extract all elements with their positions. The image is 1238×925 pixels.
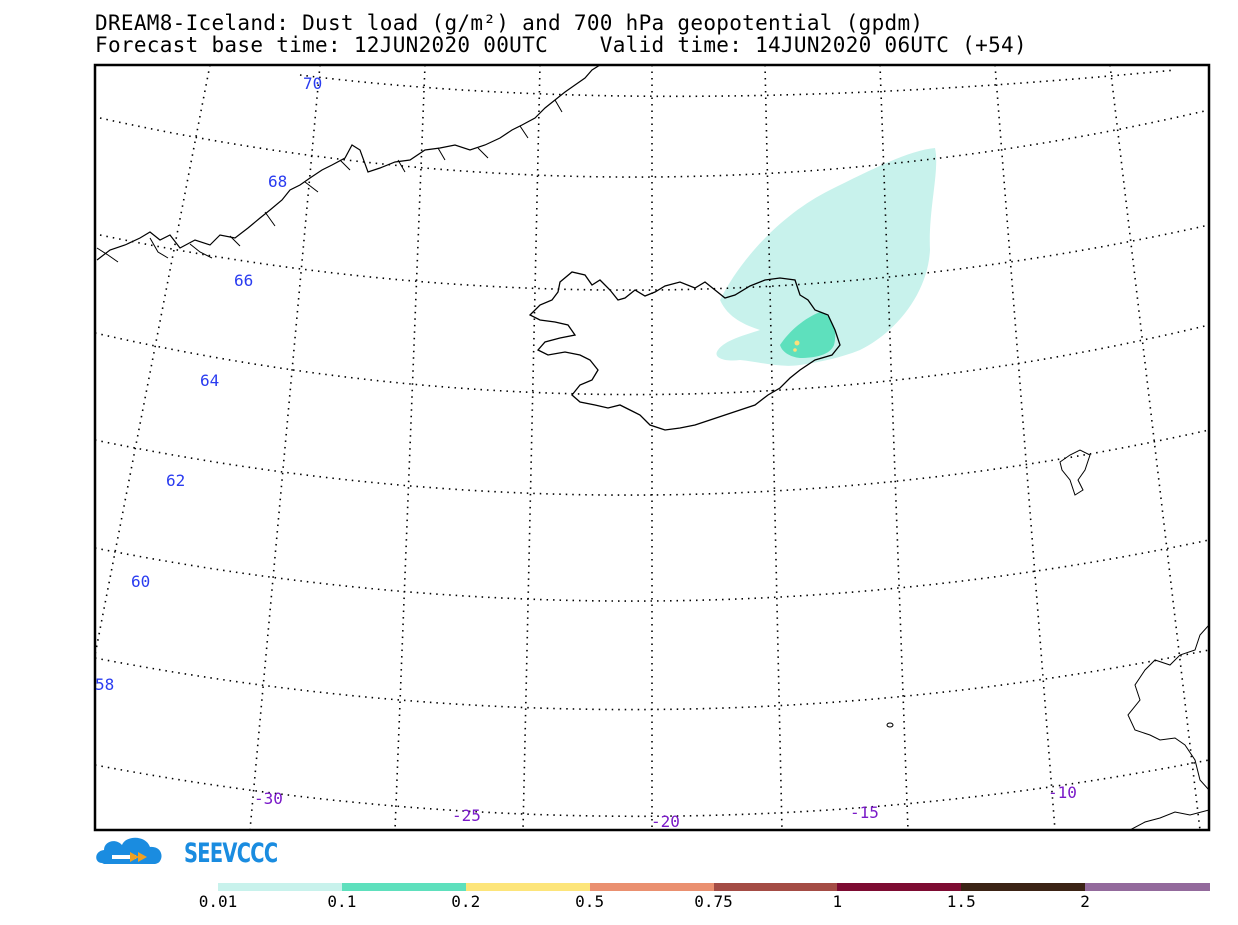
latitude-gridlines: [95, 69, 1209, 818]
small-island: [886, 722, 894, 728]
colorbar-segment: [1085, 883, 1210, 891]
colorbar-segment: [465, 883, 591, 891]
latitude-label: 62: [166, 471, 186, 490]
greenland-coastline: [96, 65, 601, 261]
map-frame: [93, 63, 1211, 832]
latitude-label: 64: [200, 371, 220, 390]
colorbar-label: 0.5: [575, 892, 605, 911]
map-title: DREAM8-Iceland: Dust load (g/m²) and 700…: [95, 11, 924, 35]
longitude-gridlines: [95, 65, 1201, 830]
colorbar-label: 0.01: [198, 892, 238, 911]
colorbar-segment: [218, 883, 343, 891]
colorbar-label: 2: [1080, 892, 1090, 911]
colorbar-segment: [341, 883, 467, 891]
colorbar-label: 1: [832, 892, 843, 911]
latitude-label: 70: [303, 74, 323, 93]
seevccc-logo-icon: [96, 837, 162, 864]
dust-plume-mid: [780, 312, 836, 358]
longitude-label: -30: [254, 789, 283, 808]
longitude-label: -25: [452, 806, 481, 825]
longitude-label: -20: [651, 812, 680, 831]
dust-plume-low: [716, 148, 937, 366]
latitude-label: 60: [131, 572, 151, 591]
longitude-label: -10: [1048, 783, 1077, 802]
scotland-coastline: [1129, 809, 1209, 830]
colorbar-segment: [837, 883, 962, 891]
colorbar-segment: [961, 883, 1086, 891]
dust-hotspot: [794, 340, 800, 346]
latitude-label: 68: [268, 172, 288, 191]
longitude-label: -15: [850, 803, 879, 822]
map-subtitle: Forecast base time: 12JUN2020 00UTC Vali…: [95, 33, 1027, 57]
faroe-islands: [1059, 449, 1091, 496]
colorbar-label: 0.2: [451, 892, 481, 911]
iceland-coastline: [528, 271, 841, 431]
colorbar-label: 0.75: [694, 892, 733, 911]
colorbar-label: 1.5: [946, 892, 976, 911]
colorbar-segment: [713, 883, 838, 891]
dust-hotspot: [793, 348, 797, 352]
logo-text: SEEVCCC: [184, 838, 278, 869]
colorbar-segment: [589, 883, 714, 891]
colorbar-label: 0.1: [327, 892, 357, 911]
greenland-coastline: [96, 99, 563, 263]
latitude-label: 66: [234, 271, 254, 290]
norway-coastline: [1127, 624, 1209, 791]
latitude-label: 58: [95, 675, 115, 694]
